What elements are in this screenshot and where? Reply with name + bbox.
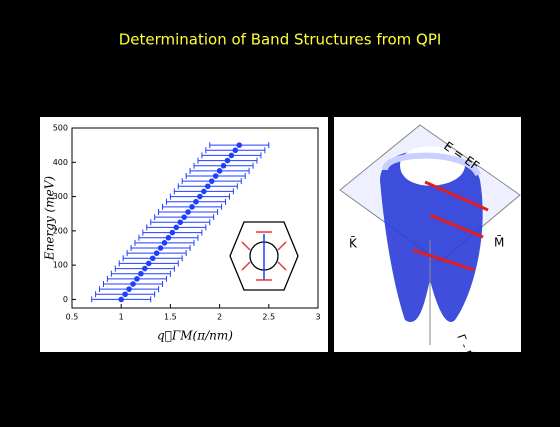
chart-panel: [40, 117, 328, 352]
data-point: [170, 230, 176, 236]
data-point: [217, 168, 223, 174]
data-point: [142, 266, 148, 272]
y-tick-label: 0: [63, 295, 68, 304]
y-tick-label: 400: [53, 158, 68, 167]
data-point: [213, 173, 219, 179]
data-point: [134, 276, 140, 282]
data-point: [201, 189, 207, 195]
x-tick-label: 2: [217, 313, 222, 322]
data-point: [130, 281, 136, 287]
data-point: [118, 297, 124, 303]
data-point: [205, 183, 211, 189]
x-tick-label: 1: [119, 313, 124, 322]
data-point: [233, 147, 239, 153]
y-tick-label: 100: [53, 261, 68, 270]
data-point: [193, 199, 199, 205]
x-tick-label: 1.5: [164, 313, 177, 322]
y-tick-label: 500: [53, 124, 68, 133]
data-point: [229, 153, 235, 159]
data-point: [221, 163, 227, 169]
slide-title: Determination of Band Structures from QP…: [119, 31, 442, 49]
data-point: [177, 219, 183, 225]
data-point: [197, 194, 203, 200]
x-axis-label: q⃗ΓM(π/nm): [157, 329, 233, 343]
illustration-label: M̄: [494, 235, 504, 249]
data-point: [138, 271, 144, 277]
data-point: [154, 250, 160, 256]
x-tick-label: 3: [315, 313, 320, 322]
data-point: [126, 286, 132, 292]
data-point: [166, 235, 172, 241]
data-point: [122, 291, 128, 297]
illustration-label: K̄: [349, 236, 358, 250]
data-point: [209, 178, 215, 184]
data-point: [146, 261, 152, 267]
data-point: [189, 204, 195, 210]
x-tick-label: 0.5: [66, 313, 79, 322]
data-point: [185, 209, 191, 215]
slide: Determination of Band Structures from QP…: [0, 0, 560, 427]
data-point: [150, 255, 156, 261]
y-axis-label: Energy (meV): [43, 176, 57, 261]
data-point: [162, 240, 168, 246]
data-point: [236, 142, 242, 148]
x-tick-label: 2.5: [262, 313, 275, 322]
data-point: [174, 225, 180, 231]
data-point: [181, 214, 187, 220]
data-point: [158, 245, 164, 251]
data-point: [225, 158, 231, 164]
